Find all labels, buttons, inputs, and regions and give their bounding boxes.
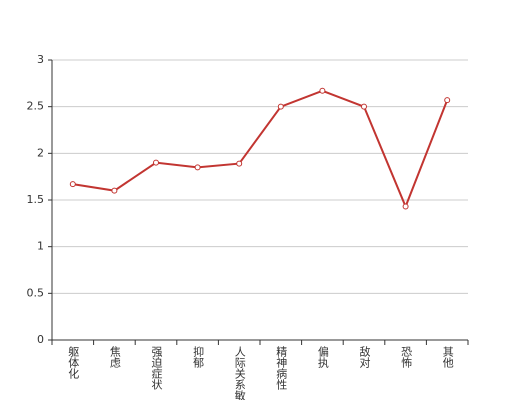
line xyxy=(72,89,449,210)
x-tick-label: 人际关系敏感 xyxy=(233,346,246,400)
point xyxy=(402,203,409,210)
y-tick-label: 0 xyxy=(37,333,44,346)
x-tick-label: 偏执 xyxy=(316,345,329,369)
x-tick-label: 恐怖 xyxy=(400,346,413,368)
point xyxy=(319,87,326,94)
x-tick-label: 抑郁 xyxy=(192,345,205,368)
point xyxy=(236,160,243,167)
point xyxy=(277,103,284,110)
point xyxy=(444,97,451,104)
x-tick-label: 焦虑 xyxy=(108,346,121,368)
y-tick-label: 1.5 xyxy=(27,193,45,206)
point xyxy=(111,187,118,194)
x-tick-label: 其他 xyxy=(441,346,454,368)
x-tick-label: 躯体化 xyxy=(67,346,80,380)
y-tick-label: 1 xyxy=(37,240,44,253)
point xyxy=(194,164,201,171)
x-tick-label: 强迫症状 xyxy=(150,346,163,390)
x-tick-label: 敌对 xyxy=(358,345,371,368)
point xyxy=(69,181,76,188)
y-tick-label: 0.5 xyxy=(27,286,45,299)
y-tick-label: 2.5 xyxy=(27,100,45,113)
point xyxy=(361,103,367,110)
x-tick-label: 精神病性 xyxy=(275,346,288,391)
point xyxy=(153,159,159,166)
y-tick-label: 2 xyxy=(37,146,44,159)
y-tick-label: 3 xyxy=(37,53,44,66)
